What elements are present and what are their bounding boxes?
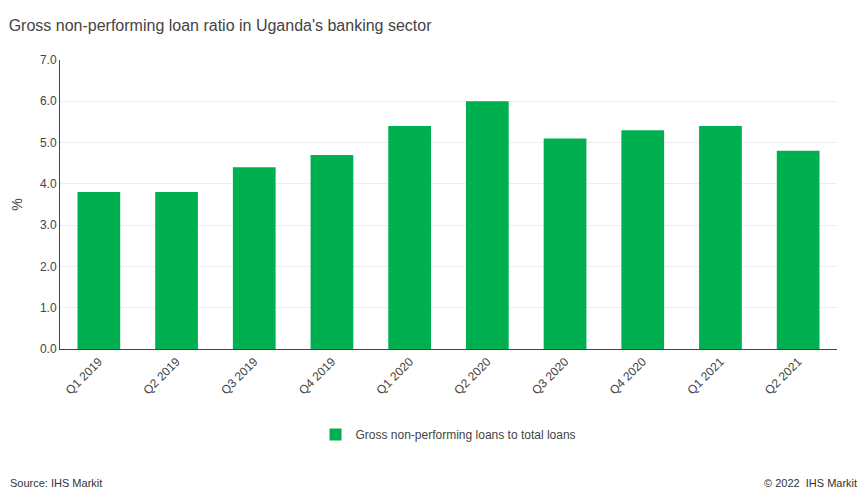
svg-text:Q4 2020: Q4 2020: [607, 355, 650, 398]
svg-text:Q4 2019: Q4 2019: [296, 355, 339, 398]
svg-text:1.0: 1.0: [40, 301, 57, 315]
svg-text:7.0: 7.0: [40, 53, 57, 67]
svg-text:Q2 2020: Q2 2020: [451, 355, 494, 398]
svg-text:Q1 2020: Q1 2020: [374, 355, 417, 398]
svg-text:© 2022 IHS Markit: © 2022 IHS Markit: [764, 477, 857, 489]
svg-text:Source: IHS Markit: Source: IHS Markit: [10, 477, 102, 489]
svg-text:0.0: 0.0: [40, 342, 57, 356]
svg-text:Q1 2019: Q1 2019: [63, 355, 106, 398]
svg-text:6.0: 6.0: [40, 94, 57, 108]
svg-text:Q3 2019: Q3 2019: [218, 355, 261, 398]
svg-text:%: %: [9, 198, 25, 210]
svg-text:2.0: 2.0: [40, 260, 57, 274]
svg-text:Q3 2020: Q3 2020: [529, 355, 572, 398]
svg-text:5.0: 5.0: [40, 136, 57, 150]
svg-text:Gross non-performing loan rati: Gross non-performing loan ratio in Ugand…: [9, 17, 433, 34]
svg-text:Q2 2021: Q2 2021: [762, 355, 805, 398]
svg-text:4.0: 4.0: [40, 177, 57, 191]
svg-text:Gross non-performing loans to: Gross non-performing loans to total loan…: [356, 428, 576, 442]
svg-text:Q1 2021: Q1 2021: [684, 355, 727, 398]
svg-text:Q2 2019: Q2 2019: [140, 355, 183, 398]
svg-text:3.0: 3.0: [40, 218, 57, 232]
